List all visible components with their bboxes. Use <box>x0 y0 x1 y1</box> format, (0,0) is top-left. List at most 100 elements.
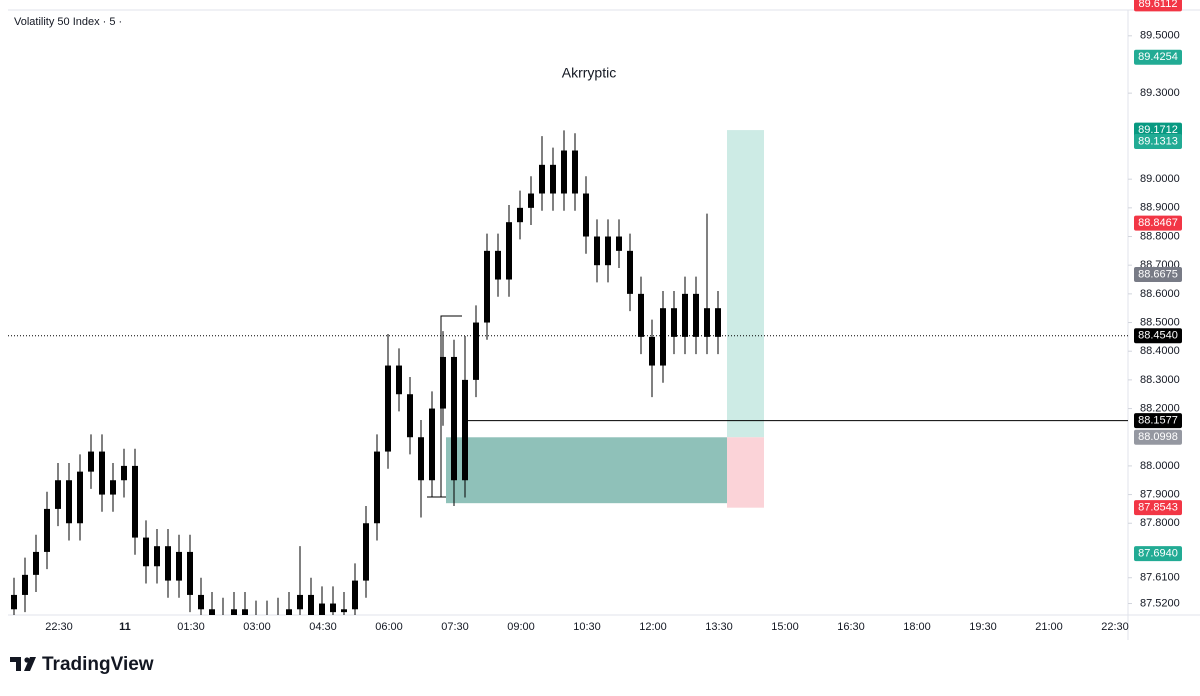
price-badge <box>1134 134 1182 150</box>
brand: TradingView <box>42 654 154 675</box>
symbol-title: Volatility 50 Index · 5 · <box>14 16 122 28</box>
candle-body <box>77 471 83 524</box>
candle-body <box>308 594 314 615</box>
candle-body <box>704 308 710 337</box>
candle-body <box>66 480 72 524</box>
candle-body <box>297 594 303 610</box>
price-axis: 89.500089.300089.000088.900088.800088.70… <box>1128 0 1182 609</box>
price-badge <box>1134 0 1182 12</box>
candle-body <box>451 356 457 481</box>
candle-body <box>715 308 721 337</box>
price-badge <box>1134 49 1182 65</box>
y-tick-label: 88.9000 <box>1140 202 1180 214</box>
price-badge <box>1134 122 1182 138</box>
chart-title: Akrryptic <box>562 65 616 81</box>
candle-body <box>429 408 435 481</box>
candle-body <box>11 594 17 610</box>
x-tick-label: 04:30 <box>309 621 337 633</box>
x-tick-label: 22:30 <box>45 621 73 633</box>
x-tick-label: 10:30 <box>573 621 601 633</box>
y-tick-label: 89.0000 <box>1140 173 1180 185</box>
plot-area <box>11 130 764 615</box>
x-tick-label: 13:30 <box>705 621 733 633</box>
price-badge <box>1134 328 1182 344</box>
drawing <box>427 315 466 498</box>
x-tick-label: 12:00 <box>639 621 667 633</box>
y-tick-label: 89.3000 <box>1140 87 1180 99</box>
price-badge <box>1134 429 1182 445</box>
x-tick-label: 19:30 <box>969 621 997 633</box>
candle-body <box>693 293 699 337</box>
candle-body <box>660 308 666 366</box>
x-tick-label: 15:00 <box>771 621 799 633</box>
candle-body <box>616 236 622 251</box>
y-tick-label: 87.6100 <box>1140 572 1180 584</box>
candle-body <box>682 293 688 337</box>
x-tick-label: 18:00 <box>903 621 931 633</box>
candle-body <box>165 546 171 581</box>
y-tick-label: 87.9000 <box>1140 488 1180 500</box>
candle-body <box>506 222 512 280</box>
candle-body <box>132 465 138 538</box>
price-badge-label: 89.1313 <box>1138 135 1178 147</box>
y-tick-label: 88.2000 <box>1140 402 1180 414</box>
candle-body <box>374 451 380 524</box>
candle-body <box>528 193 534 208</box>
price-badge-label: 88.1577 <box>1138 415 1178 427</box>
candle-body <box>231 609 237 615</box>
candle-body <box>33 551 39 575</box>
price-badge-label: 88.8467 <box>1138 217 1178 229</box>
candle-body <box>627 250 633 294</box>
price-badge-label: 88.4540 <box>1138 330 1178 342</box>
candle-body <box>539 164 545 194</box>
candle-body <box>55 480 61 509</box>
candle-body <box>22 574 28 595</box>
candle-body <box>198 594 204 610</box>
price-badge-label: 87.6940 <box>1138 548 1178 560</box>
y-tick-label: 88.5000 <box>1140 316 1180 328</box>
candle-body <box>583 193 589 237</box>
y-tick-label: 88.0000 <box>1140 460 1180 472</box>
candle-body <box>517 207 523 223</box>
candle-body <box>176 551 182 581</box>
y-tick-label: 88.3000 <box>1140 374 1180 386</box>
candle-body <box>671 308 677 337</box>
candle-body <box>649 336 655 366</box>
x-tick-label: 07:30 <box>441 621 469 633</box>
candle-body <box>330 603 336 613</box>
x-tick-label: 01:30 <box>177 621 205 633</box>
candle-body <box>286 609 292 615</box>
candle-body <box>473 322 479 380</box>
candle-body <box>418 437 424 481</box>
logo-mark <box>24 657 30 663</box>
zone <box>727 437 764 508</box>
price-badge <box>1134 413 1182 429</box>
y-tick-label: 87.5200 <box>1140 597 1180 609</box>
price-badge-label: 87.8543 <box>1138 502 1178 514</box>
candle-body <box>561 150 567 194</box>
y-tick-label: 88.8000 <box>1140 230 1180 242</box>
y-tick-label: 88.6000 <box>1140 288 1180 300</box>
candle-body <box>154 546 160 567</box>
y-tick-label: 87.8000 <box>1140 517 1180 529</box>
candle-body <box>484 250 490 323</box>
y-tick-label: 88.4000 <box>1140 345 1180 357</box>
step-line <box>440 315 462 497</box>
candle-body <box>187 551 193 595</box>
price-badge-label: 89.1712 <box>1138 124 1178 136</box>
y-tick-label: 89.5000 <box>1140 30 1180 42</box>
candle-body <box>242 609 248 615</box>
candle-body <box>638 293 644 337</box>
x-tick-label: 06:00 <box>375 621 403 633</box>
candle-body <box>121 465 127 481</box>
candle-body <box>341 609 347 613</box>
candle-body <box>143 537 149 567</box>
price-badge-label: 88.0998 <box>1138 431 1178 443</box>
candle-body <box>495 250 501 280</box>
x-tick-label: 16:30 <box>837 621 865 633</box>
candle-body <box>44 508 50 552</box>
candle-body <box>363 523 369 581</box>
logo: TradingView <box>10 654 154 675</box>
candle-body <box>99 451 105 495</box>
